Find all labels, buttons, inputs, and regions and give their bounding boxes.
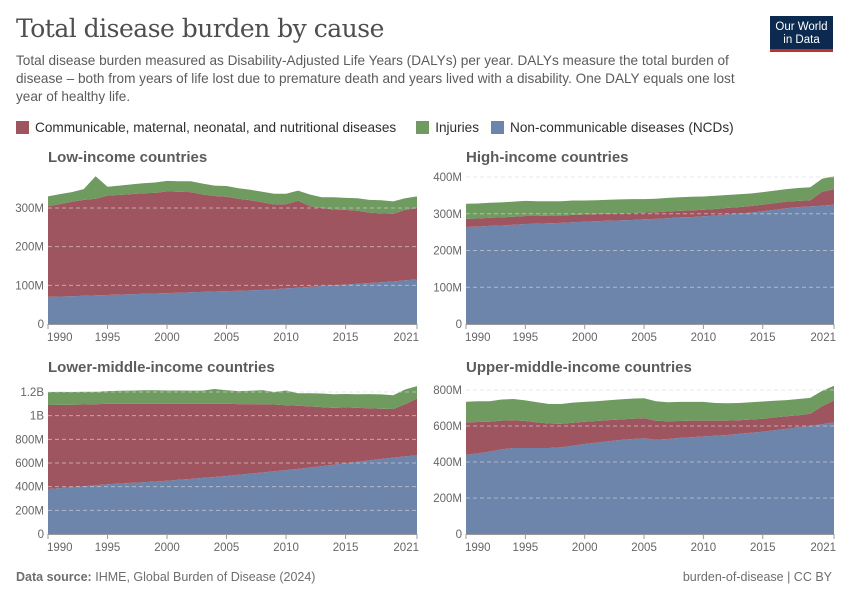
legend-label-ncds: Non-communicable diseases (NCDs) bbox=[510, 120, 734, 135]
x-tick-label: 2015 bbox=[333, 332, 359, 344]
area-ncds bbox=[48, 455, 417, 534]
panel-title-low-income: Low-income countries bbox=[48, 149, 208, 166]
x-tick-label: 2015 bbox=[750, 332, 776, 344]
panel-upper-middle-income: 0 200M 400M 600M 800M 1990 1995 2000 2005 2010 201… bbox=[433, 385, 836, 554]
legend-item-injuries[interactable]: Injuries bbox=[416, 120, 479, 135]
y-tick-label: 200M bbox=[15, 242, 44, 254]
area-ncds bbox=[466, 422, 834, 534]
area-ncds bbox=[48, 279, 417, 324]
y-tick-label: 800M bbox=[15, 434, 44, 446]
legend-swatch-cmnn bbox=[16, 121, 29, 134]
area-cmnn bbox=[48, 191, 417, 297]
panel-title-upper-middle-income: Upper-middle-income countries bbox=[466, 359, 692, 376]
y-tick-label: 0 bbox=[38, 319, 44, 331]
x-tick-label: 2021 bbox=[393, 542, 419, 554]
y-tick-label: 0 bbox=[456, 529, 462, 541]
legend-swatch-ncds bbox=[491, 121, 505, 134]
y-tick-label: 200M bbox=[433, 493, 462, 505]
x-tick-label: 2000 bbox=[572, 332, 598, 344]
x-tick-label: 2005 bbox=[631, 542, 657, 554]
y-tick-label: 200M bbox=[15, 505, 44, 517]
panel-title-lower-middle-income: Lower-middle-income countries bbox=[48, 359, 275, 376]
footer-license[interactable]: burden-of-disease | CC BY bbox=[682, 570, 832, 584]
chart-title: Total disease burden by cause bbox=[16, 14, 384, 43]
panel-lower-middle-income: 0 200M 400M 600M 800M 1B 1.2B 1990 1995 2000 2005 2… bbox=[15, 386, 419, 554]
legend-label-cmnn: Communicable, maternal, neonatal, and nu… bbox=[35, 120, 397, 135]
x-tick-label: 1990 bbox=[465, 542, 491, 554]
x-tick-label: 1995 bbox=[513, 332, 539, 344]
y-tick-label: 1B bbox=[30, 411, 44, 423]
x-tick-label: 2010 bbox=[273, 332, 299, 344]
chart-subtitle: Total disease burden measured as Disabil… bbox=[16, 53, 735, 104]
panel-title-high-income: High-income countries bbox=[466, 149, 629, 166]
x-tick-label: 2000 bbox=[154, 542, 180, 554]
area-cmnn bbox=[48, 398, 417, 489]
y-tick-label: 400M bbox=[433, 172, 462, 184]
y-tick-label: 0 bbox=[456, 319, 462, 331]
y-tick-label: 200M bbox=[433, 246, 462, 258]
legend: Communicable, maternal, neonatal, and nu… bbox=[16, 120, 746, 135]
area-injuries bbox=[466, 385, 834, 424]
x-tick-label: 1995 bbox=[513, 542, 539, 554]
data-source-label: Data source: bbox=[16, 570, 92, 584]
y-tick-label: 600M bbox=[15, 458, 44, 470]
x-tick-label: 2010 bbox=[691, 332, 717, 344]
area-injuries bbox=[48, 176, 417, 214]
x-tick-label: 2021 bbox=[810, 542, 836, 554]
y-tick-label: 1.2B bbox=[20, 387, 44, 399]
y-tick-label: 300M bbox=[433, 209, 462, 221]
data-source: Data source: IHME, Global Burden of Dise… bbox=[16, 570, 315, 584]
x-tick-label: 2021 bbox=[393, 332, 419, 344]
x-tick-label: 2000 bbox=[154, 332, 180, 344]
area-cmnn bbox=[466, 400, 834, 455]
x-tick-label: 2010 bbox=[691, 542, 717, 554]
y-tick-label: 400M bbox=[433, 457, 462, 469]
legend-label-injuries: Injuries bbox=[435, 120, 480, 135]
legend-item-ncds[interactable]: Non-communicable diseases (NCDs) bbox=[491, 120, 734, 135]
x-tick-label: 1990 bbox=[47, 332, 73, 344]
x-tick-label: 1995 bbox=[95, 332, 121, 344]
y-tick-label: 100M bbox=[433, 282, 462, 294]
x-tick-label: 1990 bbox=[47, 542, 73, 554]
x-tick-label: 2015 bbox=[750, 542, 776, 554]
area-cmnn bbox=[466, 189, 834, 227]
y-tick-label: 300M bbox=[15, 203, 44, 215]
y-tick-label: 400M bbox=[15, 482, 44, 494]
x-tick-label: 2005 bbox=[631, 332, 657, 344]
panel-high-income: 0 100M 200M 300M 400M 1990 1995 2000 2005 2010 201… bbox=[433, 172, 836, 344]
y-tick-label: 600M bbox=[433, 421, 462, 433]
owid-logo[interactable]: Our World in Data bbox=[770, 16, 833, 52]
panel-low-income: 0 100M 200M 300M 1990 1995 2000 2005 2010 2015 202… bbox=[15, 176, 419, 344]
area-injuries bbox=[466, 176, 834, 219]
legend-swatch-injuries bbox=[416, 121, 430, 134]
logo-line-2: in Data bbox=[783, 33, 820, 46]
logo-line-1: Our World bbox=[775, 20, 828, 33]
legend-item-cmnn[interactable]: Communicable, maternal, neonatal, and nu… bbox=[16, 120, 396, 135]
x-tick-label: 1990 bbox=[465, 332, 491, 344]
x-tick-label: 2010 bbox=[273, 542, 299, 554]
x-tick-label: 1995 bbox=[95, 542, 121, 554]
y-tick-label: 100M bbox=[15, 280, 44, 292]
x-tick-label: 2005 bbox=[214, 332, 240, 344]
x-tick-label: 2015 bbox=[333, 542, 359, 554]
y-tick-label: 0 bbox=[38, 529, 44, 541]
data-source-text[interactable]: IHME, Global Burden of Disease (2024) bbox=[95, 570, 316, 584]
x-tick-label: 2021 bbox=[810, 332, 836, 344]
area-ncds bbox=[466, 204, 834, 324]
y-tick-label: 800M bbox=[433, 385, 462, 397]
x-tick-label: 2000 bbox=[572, 542, 598, 554]
x-tick-label: 2005 bbox=[214, 542, 240, 554]
